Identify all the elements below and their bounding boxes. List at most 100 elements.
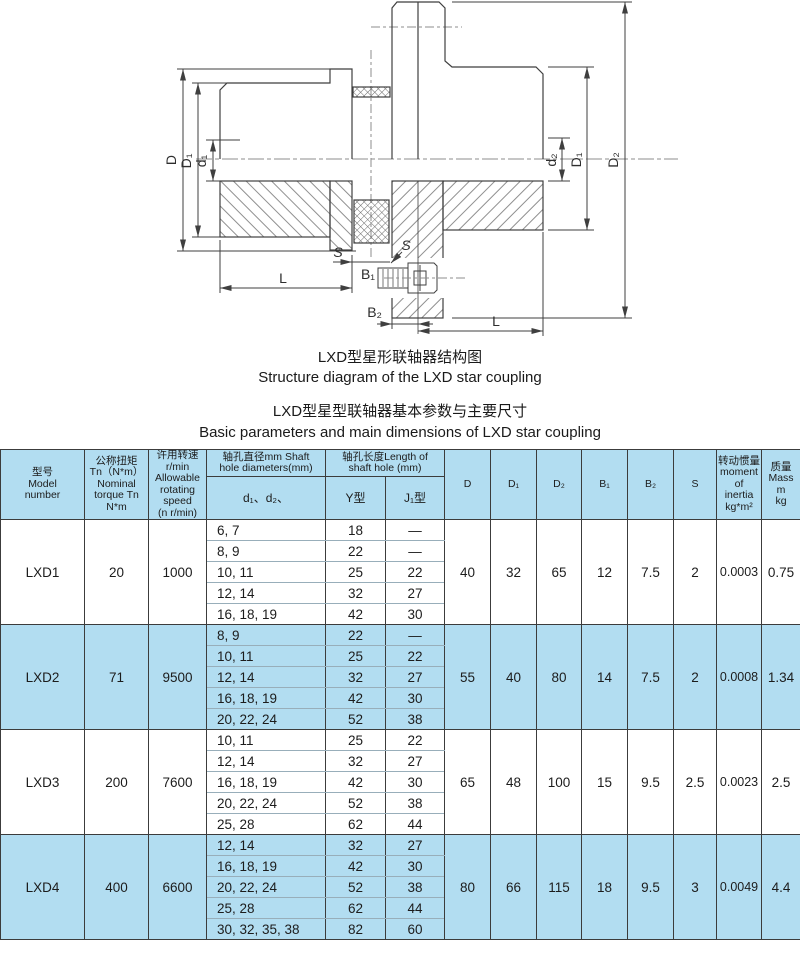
cell-length-j: 27 (384, 750, 446, 772)
cell-bore-diameters: 25, 28 (206, 813, 326, 835)
header-mass: 质量 Mass m kg (761, 449, 800, 520)
table-row: 16, 18, 19 42 30 (1, 771, 800, 793)
cell-length-j: 22 (384, 561, 446, 583)
cell-D1: 66 (490, 834, 538, 940)
left-hub (219, 68, 353, 251)
cell-length-j: 44 (384, 813, 446, 835)
cell-D1: 32 (490, 519, 538, 625)
dim-label-D: D (163, 155, 179, 165)
cell-B2: 9.5 (627, 729, 675, 835)
cell-length-j: 22 (384, 645, 446, 667)
cell-length-y: 18 (325, 519, 386, 541)
cell-B1: 12 (581, 519, 629, 625)
table-row: 12, 14 32 27 (1, 582, 800, 604)
cell-S: 2 (673, 624, 718, 730)
cell-length-y: 22 (325, 540, 386, 562)
centerlines (196, 26, 678, 258)
table-row: LXD1 20 1000 6, 7 18 — 40 32 65 12 7.5 2… (0, 519, 800, 625)
cell-length-j: 27 (384, 582, 446, 604)
cell-bore-diameters: 20, 22, 24 (206, 876, 326, 898)
cell-bore-diameters: 8, 9 (206, 540, 326, 562)
cell-mass: 2.5 (761, 729, 800, 835)
cell-speed: 7600 (148, 729, 207, 835)
cell-D1: 48 (490, 729, 538, 835)
cell-length-j: 30 (384, 771, 446, 793)
cell-length-j: 30 (384, 855, 446, 877)
cell-bore-diameters: 12, 14 (206, 666, 326, 688)
cell-bore-diameters: 12, 14 (206, 582, 326, 604)
cell-S: 3 (673, 834, 718, 940)
cell-length-j: — (384, 519, 446, 541)
header-D2: D₂ (536, 449, 583, 520)
table-title-zh: LXD型星型联轴器基本参数与主要尺寸 (272, 403, 528, 420)
cell-length-y: 52 (325, 876, 386, 898)
cell-length-y: 42 (325, 687, 386, 709)
header-j1-type: J₁型 (384, 476, 446, 520)
cell-length-y: 32 (325, 582, 386, 604)
table-row: 16, 18, 19 42 30 (1, 603, 800, 625)
cell-mass: 0.75 (761, 519, 800, 625)
header-model: 型号 Model number (0, 449, 85, 520)
header-shaft-length-group: 轴孔长度Length of shaft hole (mm) (324, 449, 446, 477)
table-row: LXD2 71 9500 8, 9 22 — 55 40 80 14 7.5 2… (0, 624, 800, 730)
cell-length-j: 22 (384, 729, 446, 751)
cell-speed: 9500 (148, 624, 207, 730)
table-row: 25, 28 62 44 (1, 897, 800, 919)
table-row: 16, 18, 19 42 30 (1, 687, 800, 709)
cell-inertia: 0.0023 (716, 729, 763, 835)
parameters-table: 型号 Model number 公称扭矩 Tn（N*m） Nominal tor… (0, 449, 800, 940)
table-row: LXD3 200 7600 10, 11 25 22 65 48 100 15 … (0, 729, 800, 835)
cell-D: 55 (444, 624, 492, 730)
dim-label-D1-left: D₁ (178, 153, 194, 168)
cell-bore-diameters: 20, 22, 24 (206, 792, 326, 814)
cell-bore-diameters: 20, 22, 24 (206, 708, 326, 730)
cell-D: 40 (444, 519, 492, 625)
cell-length-y: 62 (325, 897, 386, 919)
cell-bore-diameters: 6, 7 (206, 519, 326, 541)
cell-length-y: 32 (325, 750, 386, 772)
cell-torque: 200 (84, 729, 149, 835)
dim-label-B1: B₁ (361, 266, 375, 282)
cell-length-y: 32 (325, 666, 386, 688)
cell-B1: 15 (581, 729, 629, 835)
cell-length-j: 27 (384, 666, 446, 688)
cell-length-y: 25 (325, 561, 386, 583)
socket-bolt (376, 181, 466, 334)
table-row: 10, 11 25 22 (1, 645, 800, 667)
dim-label-d1: d₁ (193, 154, 209, 167)
cell-torque: 20 (84, 519, 149, 625)
cell-length-y: 42 (325, 603, 386, 625)
dimension-lines (177, 1, 632, 336)
cell-length-j: 38 (384, 876, 446, 898)
cell-length-j: 27 (384, 834, 446, 856)
cell-length-j: — (384, 540, 446, 562)
cell-speed: 6600 (148, 834, 207, 940)
cell-B1: 18 (581, 834, 629, 940)
cell-length-j: 38 (384, 708, 446, 730)
cell-D2: 115 (536, 834, 583, 940)
cell-inertia: 0.0049 (716, 834, 763, 940)
cell-bore-diameters: 10, 11 (206, 729, 326, 751)
structure-diagram-section: D D₁ d₁ d₂ D₁ D₂ L S S B₁ B₂ L (0, 0, 800, 348)
dim-label-S-right: S (401, 237, 411, 253)
cell-bore-diameters: 12, 14 (206, 750, 326, 772)
header-inertia: 转动惯量 moment of inertia kg*m² (716, 449, 763, 520)
cell-bore-diameters: 25, 28 (206, 897, 326, 919)
cell-bore-diameters: 16, 18, 19 (206, 687, 326, 709)
header-shaft-diameter-group: 轴孔直径mm Shaft hole diameters(mm) (206, 449, 326, 477)
cell-D2: 100 (536, 729, 583, 835)
header-B1: B₁ (581, 449, 629, 520)
right-flange-hub (391, 1, 544, 319)
coupling-cross-section-drawing: D D₁ d₁ d₂ D₁ D₂ L S S B₁ B₂ L (163, 1, 678, 336)
cell-S: 2.5 (673, 729, 718, 835)
table-title-en: Basic parameters and main dimensions of … (199, 424, 601, 441)
header-speed: 许用转速 r/min Allowable rotating speed (n r… (148, 449, 207, 520)
table-row: 12, 14 32 27 (1, 666, 800, 688)
cell-model: LXD4 (0, 834, 85, 940)
header-d1-d2: d₁、d₂、 (206, 476, 326, 520)
cell-bore-diameters: 16, 18, 19 (206, 603, 326, 625)
cell-S: 2 (673, 519, 718, 625)
cell-length-y: 42 (325, 771, 386, 793)
cell-B1: 14 (581, 624, 629, 730)
header-torque: 公称扭矩 Tn（N*m） Nominal torque Tn N*m (84, 449, 149, 520)
